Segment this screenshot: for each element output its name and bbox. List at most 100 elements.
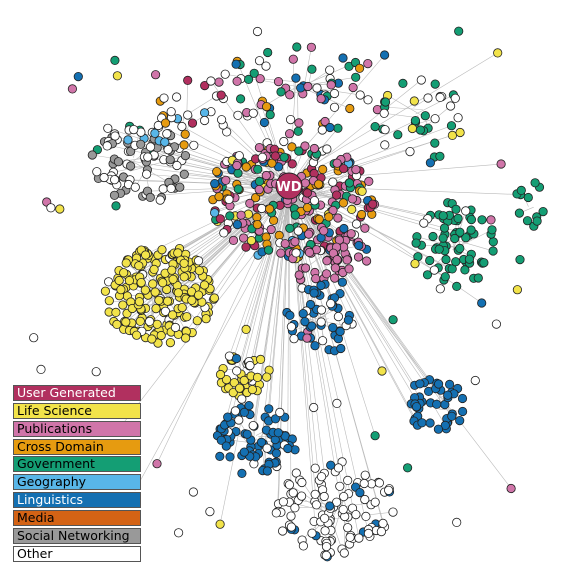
graph-node <box>256 437 267 447</box>
graph-node <box>354 533 364 543</box>
graph-node <box>284 129 295 139</box>
graph-node <box>228 235 239 245</box>
graph-edge <box>229 185 290 357</box>
graph-node <box>348 82 358 93</box>
graph-node <box>307 321 317 331</box>
graph-node <box>288 54 298 64</box>
legend-item-linguistics: Linguistics <box>13 492 141 509</box>
graph-node <box>205 506 215 517</box>
graph-node <box>132 330 142 340</box>
graph-edge <box>298 176 482 304</box>
graph-node <box>294 146 304 156</box>
graph-node <box>461 233 471 243</box>
legend-item-life-science: Life Science <box>13 402 141 419</box>
graph-node <box>173 248 183 258</box>
graph-node <box>145 316 155 326</box>
graph-node <box>172 160 182 171</box>
graph-node <box>248 108 258 118</box>
graph-node <box>370 431 380 441</box>
graph-node <box>291 73 301 83</box>
graph-node <box>239 233 249 243</box>
graph-node <box>210 179 220 189</box>
graph-node <box>333 123 343 133</box>
graph-node <box>322 256 332 266</box>
graph-node <box>488 246 498 256</box>
graph-node <box>237 394 247 404</box>
graph-node <box>285 310 295 320</box>
graph-node <box>326 80 336 90</box>
graph-node <box>316 317 326 327</box>
graph-nodes <box>29 26 548 562</box>
graph-node <box>252 220 262 230</box>
graph-node <box>242 429 252 439</box>
graph-node <box>361 511 371 522</box>
graph-node <box>262 372 272 382</box>
graph-node <box>328 205 338 215</box>
graph-node <box>221 175 231 185</box>
graph-node <box>212 167 222 177</box>
graph-node <box>294 118 304 128</box>
graph-node <box>354 240 364 251</box>
graph-node <box>363 58 373 69</box>
graph-node <box>236 94 246 104</box>
graph-node <box>233 184 243 194</box>
graph-node <box>87 150 97 160</box>
graph-node <box>235 383 245 393</box>
graph-node <box>451 204 461 214</box>
graph-node <box>152 459 162 469</box>
graph-node <box>217 115 227 125</box>
graph-node <box>302 203 312 213</box>
graph-node <box>244 74 254 85</box>
graph-node <box>100 286 111 296</box>
graph-node <box>311 273 321 284</box>
graph-node <box>360 494 370 505</box>
graph-node <box>530 178 540 188</box>
graph-node <box>330 263 340 273</box>
graph-node <box>92 167 102 177</box>
graph-node <box>429 265 439 275</box>
graph-node <box>249 68 259 78</box>
graph-node <box>293 126 303 136</box>
graph-node <box>175 182 185 192</box>
graph-node <box>441 254 451 265</box>
hub-circle <box>275 172 303 200</box>
graph-node <box>333 311 343 322</box>
graph-node <box>292 42 302 52</box>
graph-node <box>215 214 225 224</box>
graph-node <box>156 330 166 341</box>
graph-node <box>29 333 39 343</box>
graph-node <box>435 284 445 294</box>
graph-node <box>368 199 378 209</box>
graph-node <box>276 87 286 97</box>
graph-node <box>215 451 225 461</box>
graph-node <box>145 142 156 152</box>
graph-node <box>326 460 336 470</box>
graph-node <box>149 264 159 274</box>
graph-node <box>453 213 463 223</box>
graph-node <box>380 97 391 107</box>
graph-node <box>316 305 327 315</box>
graph-node <box>273 428 283 438</box>
graph-edge <box>384 112 418 119</box>
graph-node <box>370 497 380 507</box>
graph-node <box>332 158 342 168</box>
graph-node <box>278 497 288 507</box>
graph-node <box>166 183 176 193</box>
graph-node <box>455 243 465 253</box>
graph-node <box>445 101 456 111</box>
graph-node <box>522 216 533 226</box>
graph-node <box>168 310 178 320</box>
graph-node <box>309 288 319 298</box>
graph-node <box>285 90 295 100</box>
graph-node <box>309 402 319 413</box>
graph-node <box>270 151 280 161</box>
graph-edge <box>261 185 290 443</box>
graph-node <box>150 128 160 138</box>
graph-node <box>231 353 242 364</box>
graph-node <box>225 211 235 221</box>
graph-node <box>113 157 124 167</box>
graph-edge <box>249 185 290 457</box>
graph-node <box>288 488 298 498</box>
graph-node <box>339 548 349 558</box>
graph-node <box>179 140 189 150</box>
